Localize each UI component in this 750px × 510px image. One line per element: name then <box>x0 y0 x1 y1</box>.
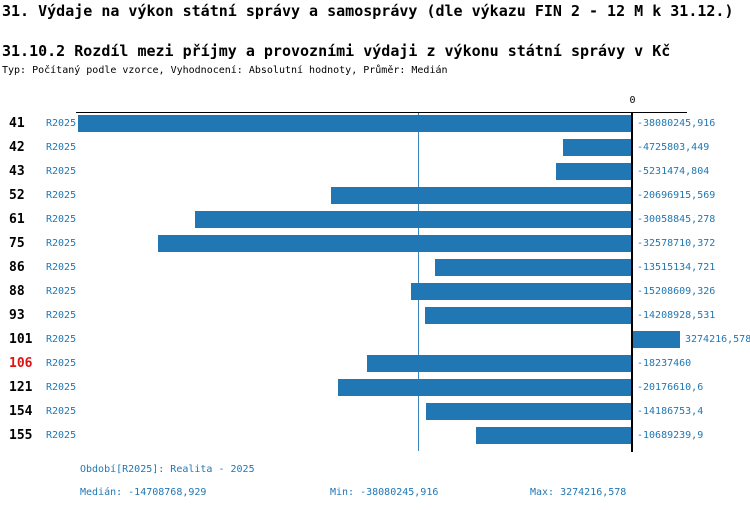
chart-row: 93 R2025 -14208928,531 <box>0 307 750 324</box>
row-period-label: R2025 <box>46 142 77 153</box>
chart-row: 75 R2025 -32578710,372 <box>0 235 750 252</box>
chart-row: 154 R2025 -14186753,4 <box>0 403 750 420</box>
row-category-label: 52 <box>9 188 25 203</box>
page-title: 31. Výdaje na výkon státní správy a samo… <box>2 2 734 20</box>
row-period-label: R2025 <box>46 214 77 225</box>
row-bar <box>632 331 680 348</box>
row-bar <box>426 403 632 420</box>
row-category-label: 88 <box>9 284 25 299</box>
zero-axis-line <box>631 112 633 452</box>
row-value-label: -14208928,531 <box>637 310 716 321</box>
row-value-label: -15208609,326 <box>637 286 716 297</box>
row-category-label: 75 <box>9 236 25 251</box>
row-period-label: R2025 <box>46 358 77 369</box>
chart-row: 42 R2025 -4725803,449 <box>0 139 750 156</box>
row-period-label: R2025 <box>46 190 77 201</box>
row-period-label: R2025 <box>46 286 77 297</box>
row-category-label: 101 <box>9 332 33 347</box>
row-value-label: -32578710,372 <box>637 238 716 249</box>
row-value-label: -13515134,721 <box>637 262 716 273</box>
row-period-label: R2025 <box>46 430 77 441</box>
row-bar <box>476 427 632 444</box>
row-bar <box>425 307 632 324</box>
row-category-label: 61 <box>9 212 25 227</box>
chart-row: 61 R2025 -30058845,278 <box>0 211 750 228</box>
row-category-label: 121 <box>9 380 33 395</box>
chart-row: 121 R2025 -20176610,6 <box>0 379 750 396</box>
row-category-label: 154 <box>9 404 33 419</box>
zero-axis-label: 0 <box>629 95 636 106</box>
row-value-label: -4725803,449 <box>637 142 710 153</box>
row-category-label: 86 <box>9 260 25 275</box>
row-category-label: 42 <box>9 140 25 155</box>
footer-median: Medián: -14708768,929 <box>80 487 207 498</box>
footer-period: Období[R2025]: Realita - 2025 <box>80 464 255 475</box>
row-category-label: 41 <box>9 116 25 131</box>
row-category-label: 155 <box>9 428 33 443</box>
row-bar <box>338 379 632 396</box>
row-period-label: R2025 <box>46 262 77 273</box>
footer-min: Min: -38080245,916 <box>330 487 439 498</box>
row-period-label: R2025 <box>46 238 77 249</box>
row-period-label: R2025 <box>46 334 77 345</box>
row-value-label: -30058845,278 <box>637 214 716 225</box>
row-bar <box>158 235 632 252</box>
chart-row: 106 R2025 -18237460 <box>0 355 750 372</box>
row-value-label: -20176610,6 <box>637 382 704 393</box>
row-bar <box>411 283 632 300</box>
row-value-label: -38080245,916 <box>637 118 716 129</box>
row-bar <box>78 115 632 132</box>
top-axis-line <box>76 112 687 113</box>
page-subtitle: 31.10.2 Rozdíl mezi příjmy a provozními … <box>2 42 671 60</box>
row-category-label: 43 <box>9 164 25 179</box>
row-period-label: R2025 <box>46 382 77 393</box>
footer-max: Max: 3274216,578 <box>530 487 627 498</box>
row-period-label: R2025 <box>46 166 77 177</box>
chart-row: 86 R2025 -13515134,721 <box>0 259 750 276</box>
row-value-label: -20696915,569 <box>637 190 716 201</box>
row-period-label: R2025 <box>46 118 77 129</box>
row-bar <box>331 187 632 204</box>
chart-row: 101 R2025 3274216,578 <box>0 331 750 348</box>
row-value-label: 3274216,578 <box>685 334 750 345</box>
row-bar <box>435 259 632 276</box>
row-value-label: -5231474,804 <box>637 166 710 177</box>
row-bar <box>367 355 632 372</box>
chart-row: 88 R2025 -15208609,326 <box>0 283 750 300</box>
row-value-label: -10689239,9 <box>637 430 704 441</box>
chart-row: 52 R2025 -20696915,569 <box>0 187 750 204</box>
chart-meta: Typ: Počítaný podle vzorce, Vyhodnocení:… <box>2 65 448 76</box>
row-bar <box>195 211 632 228</box>
row-bar <box>563 139 632 156</box>
row-period-label: R2025 <box>46 310 77 321</box>
median-line <box>418 113 419 451</box>
row-period-label: R2025 <box>46 406 77 417</box>
row-value-label: -18237460 <box>637 358 692 369</box>
chart-row: 155 R2025 -10689239,9 <box>0 427 750 444</box>
row-bar <box>556 163 632 180</box>
row-category-label: 93 <box>9 308 25 323</box>
row-value-label: -14186753,4 <box>637 406 704 417</box>
chart-row: 43 R2025 -5231474,804 <box>0 163 750 180</box>
chart-row: 41 R2025 -38080245,916 <box>0 115 750 132</box>
row-category-label: 106 <box>9 356 33 371</box>
